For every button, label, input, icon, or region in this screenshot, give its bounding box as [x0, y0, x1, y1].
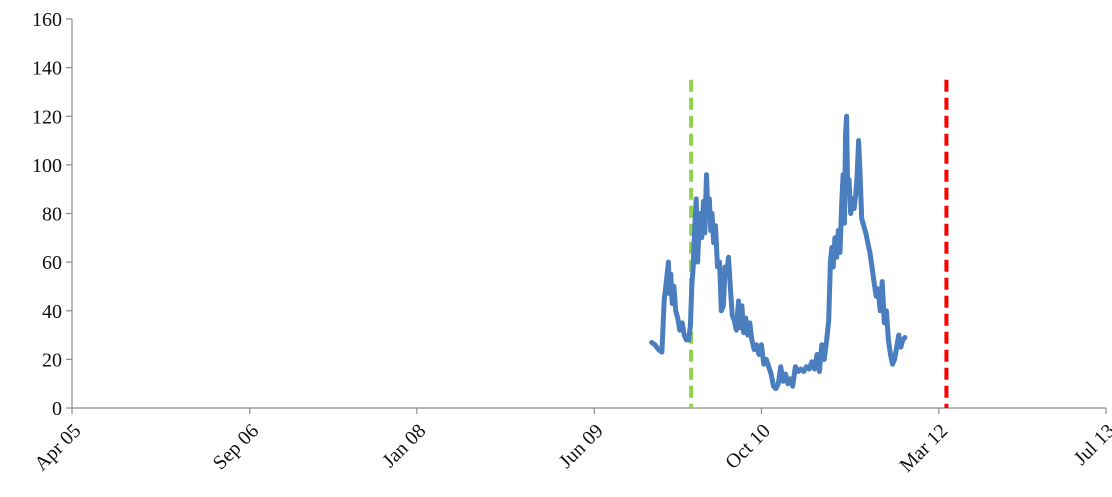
x-tick-label: Jun 09 [555, 420, 608, 473]
y-tick-label: 100 [32, 155, 62, 177]
x-tick-label: Jan 08 [378, 420, 430, 472]
y-tick-label: 0 [52, 398, 62, 420]
x-tick-label: Mar 12 [896, 420, 953, 477]
event-markers [689, 79, 949, 408]
x-tick-label: Jul 13 [1070, 420, 1112, 470]
y-tick-label: 60 [42, 252, 62, 274]
x-tick-label: Apr 05 [30, 420, 85, 475]
y-tick-label: 140 [32, 58, 62, 80]
y-tick-label: 80 [42, 204, 62, 226]
y-tick-label: 40 [42, 301, 62, 323]
y-axis: 0 20 40 60 80 100 120 140 160 [32, 9, 73, 420]
y-tick-label: 160 [32, 9, 62, 31]
x-tick-label: Oct 10 [721, 420, 775, 474]
y-tick-label: 20 [42, 349, 62, 371]
plot-area [649, 113, 908, 392]
y-tick-label: 120 [32, 106, 62, 128]
x-tick-label: Sep 06 [209, 420, 263, 474]
x-axis: Apr 05 Sep 06 Jan 08 Jun 09 Oct 10 Mar 12 Jul … [30, 407, 1112, 477]
series-line [649, 113, 908, 392]
